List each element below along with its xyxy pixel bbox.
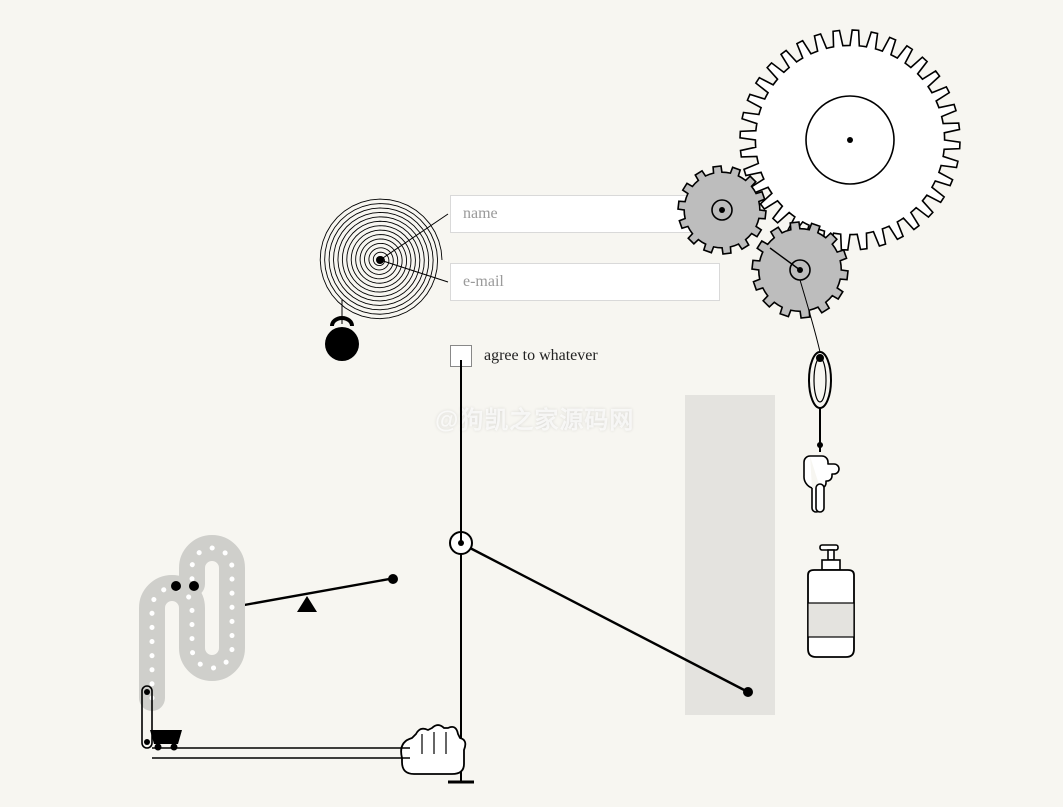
- mechanism-svg: [0, 0, 1063, 807]
- rope-diag: [470, 548, 748, 692]
- seesaw-icon: [222, 574, 398, 612]
- track-ball-2: [189, 581, 199, 591]
- big-gear-icon: [740, 30, 960, 250]
- pointing-hand-icon: [804, 456, 839, 512]
- track-ball-1: [171, 581, 181, 591]
- grab-hand-icon: [401, 725, 465, 774]
- kettlebell-icon: [325, 318, 359, 361]
- rope-end: [743, 687, 753, 697]
- lead-to-name: [380, 214, 448, 260]
- low-gear-icon: [752, 222, 848, 318]
- rod-knob: [817, 442, 823, 448]
- carabiner-icon: [809, 352, 831, 408]
- loop-track-icon: [152, 548, 232, 698]
- bottle-icon: [808, 545, 854, 657]
- mid-gear-icon: [678, 166, 766, 254]
- belt-icon: [142, 686, 410, 758]
- stage: agree to whatever @狗凯之家源码网: [0, 0, 1063, 807]
